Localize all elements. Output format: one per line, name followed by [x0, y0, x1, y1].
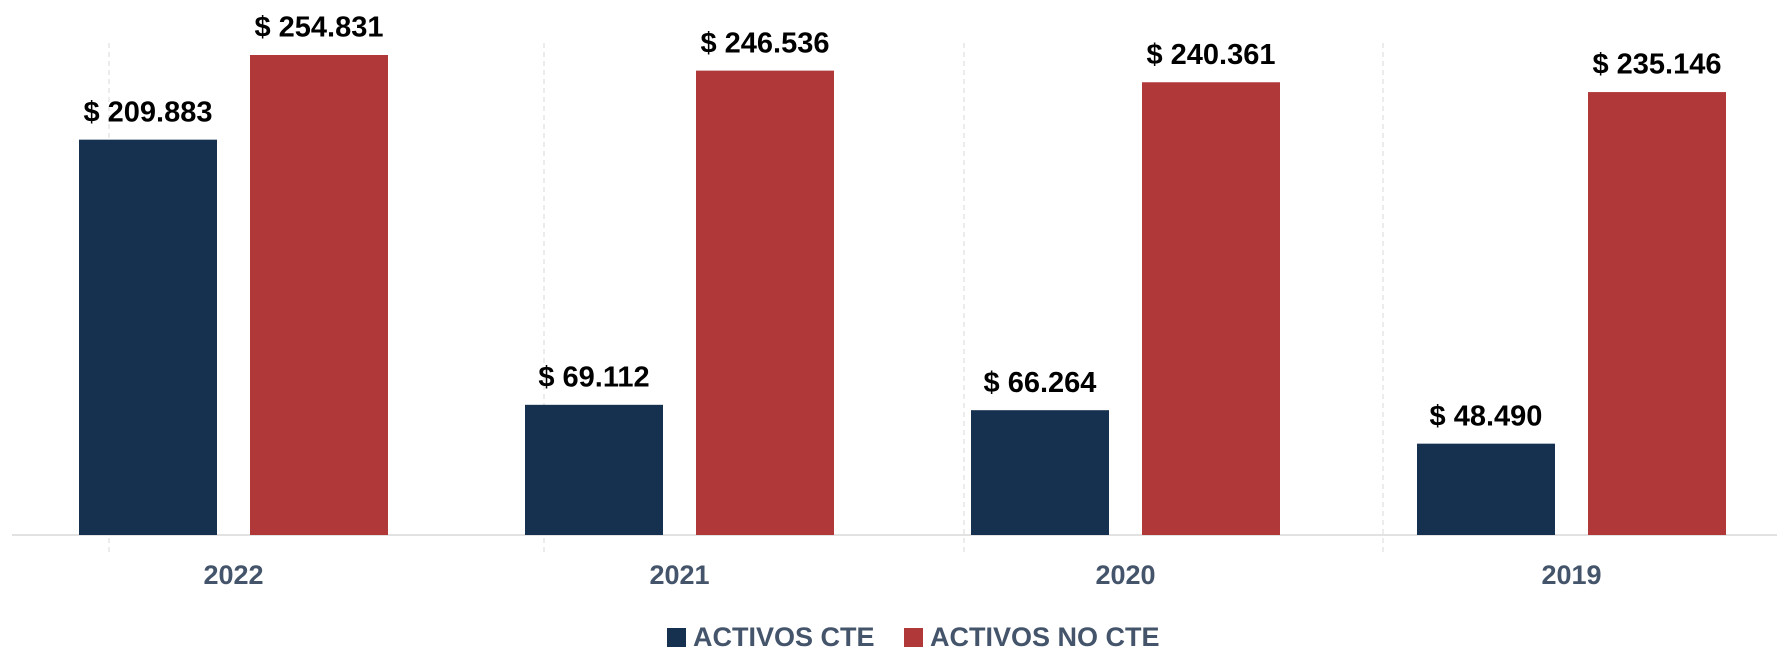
legend-swatch [904, 628, 923, 647]
data-label: $ 254.831 [254, 12, 383, 44]
bar [1417, 443, 1555, 535]
legend-swatch [667, 628, 686, 647]
x-tick-label: 2021 [649, 560, 709, 590]
data-label: $ 246.536 [700, 27, 829, 59]
data-label: $ 235.146 [1592, 49, 1721, 81]
data-label: $ 240.361 [1146, 39, 1275, 71]
x-tick-label: 2020 [1095, 560, 1155, 590]
bar [696, 70, 834, 535]
data-label: $ 209.883 [83, 96, 212, 128]
x-tick-label: 2022 [203, 560, 263, 590]
bar [525, 404, 663, 535]
data-label: $ 69.112 [538, 361, 649, 393]
bar [79, 139, 217, 535]
x-tick-label: 2019 [1541, 560, 1601, 590]
data-label: $ 48.490 [1430, 400, 1543, 432]
bar [1588, 92, 1726, 536]
legend-label: ACTIVOS CTE [693, 622, 875, 652]
legend-label: ACTIVOS NO CTE [930, 622, 1160, 652]
bar [1142, 82, 1280, 535]
data-label: $ 66.264 [984, 367, 1097, 399]
bar [250, 55, 388, 535]
bar [971, 410, 1109, 535]
